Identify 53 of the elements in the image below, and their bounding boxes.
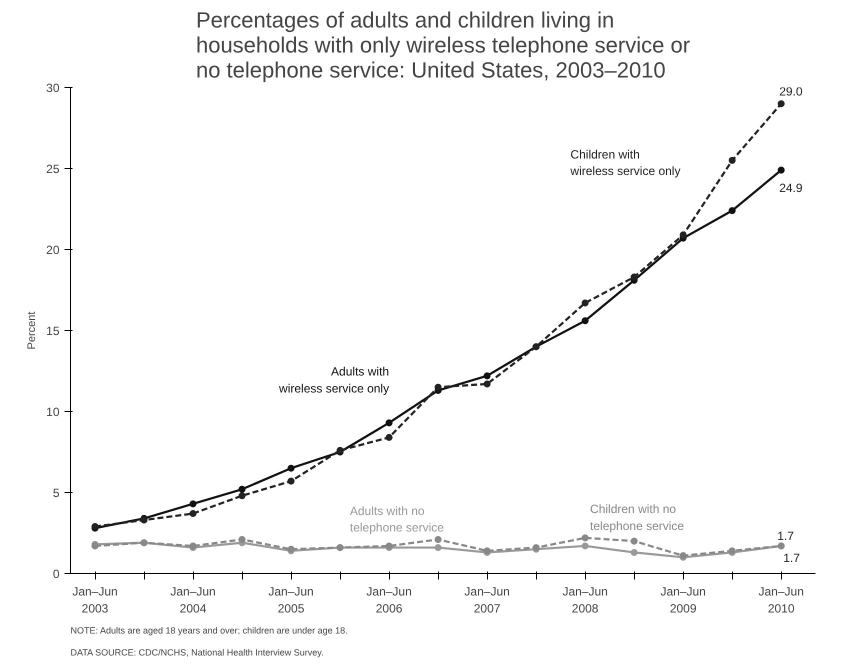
point [238, 536, 246, 543]
point [582, 317, 589, 324]
data-label: 29.0 [779, 84, 803, 99]
point [582, 542, 589, 550]
series-label: Adults with wireless service only [278, 364, 390, 396]
series-label: Adults with no telephone service [350, 504, 444, 535]
point [778, 166, 785, 174]
point [434, 544, 442, 552]
text: Children with wireless service only [569, 147, 680, 178]
point [778, 100, 785, 108]
point [190, 510, 197, 518]
x-tick-label: Jan–Jun 2005 [268, 584, 314, 616]
y-tick-label: 25 [46, 162, 60, 176]
y-tick-label: 15 [46, 324, 60, 338]
y-tick-label: 5 [52, 486, 60, 500]
point [728, 156, 736, 164]
text: NOTE: Adults are aged 18 years and over; children are under age 18. [70, 626, 348, 636]
chart-title: Percentages of adults and children living in households with only wireless telephone service or no telephone service: United States, 2003–2010 [196, 8, 690, 82]
point [434, 536, 442, 543]
point [288, 464, 295, 472]
point [630, 548, 638, 556]
x-tick-label: Jan–Jun 2008 [562, 584, 608, 616]
point [630, 538, 638, 545]
point [434, 384, 442, 391]
point [386, 419, 393, 426]
x-tick-label: Jan–Jun 2003 [72, 584, 118, 616]
point [238, 492, 246, 500]
x-tick-label: Jan–Jun 2009 [660, 584, 706, 616]
point [680, 231, 687, 238]
point [386, 434, 393, 441]
point [582, 299, 589, 306]
point [288, 478, 295, 485]
x-tick-label: Jan–Jun 2006 [366, 584, 412, 616]
data-label: 24.9 [779, 181, 803, 196]
data-label: 1.7 [783, 550, 800, 565]
point [484, 380, 491, 388]
point [728, 207, 736, 214]
y-tick-label: 0 [52, 567, 60, 581]
series-label: Children with no telephone service [590, 502, 684, 534]
y-tick-label: 10 [46, 405, 60, 419]
y-axis-title: Percent [26, 312, 38, 350]
x-tick-label: Jan–Jun 2007 [464, 584, 510, 616]
x-tick-label: Jan–Jun 2004 [170, 584, 216, 616]
point [238, 486, 246, 493]
data-label: 1.7 [777, 528, 794, 543]
x-tick-label: Jan–Jun 2010 [758, 584, 804, 616]
y-tick-label: 20 [46, 243, 60, 257]
point [630, 274, 638, 281]
point [484, 372, 491, 380]
point [582, 534, 589, 542]
y-tick-label: 30 [46, 81, 60, 95]
point [190, 500, 197, 508]
source-note: DATA SOURCE: CDC/NCHS, National Health Interview Survey. [70, 648, 324, 658]
